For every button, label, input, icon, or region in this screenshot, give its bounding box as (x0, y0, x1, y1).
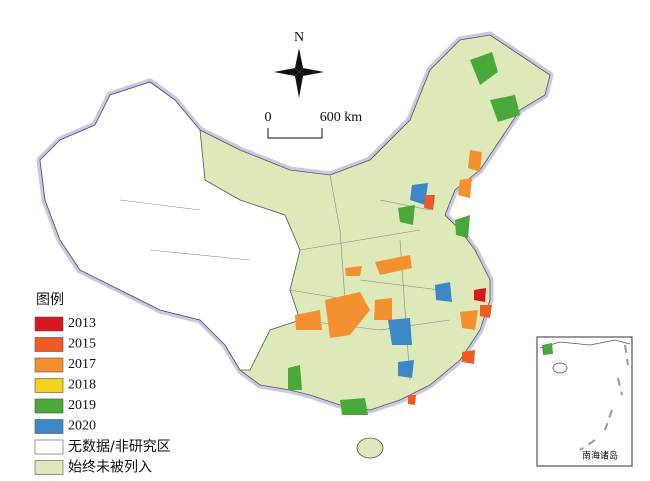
legend-label: 2019 (68, 398, 96, 413)
hainan (356, 437, 384, 459)
unit (435, 282, 452, 302)
province-borders (119, 174, 451, 381)
unit (410, 183, 428, 205)
unit (480, 305, 492, 318)
unit (374, 298, 392, 320)
region-no-data (39, 81, 301, 371)
unit (458, 178, 472, 198)
unit (398, 205, 415, 225)
legend-label: 无数据/非研究区 (68, 439, 171, 455)
legend-title: 图例 (36, 292, 64, 308)
legend-label: 2013 (68, 316, 96, 331)
unit (340, 398, 368, 415)
legend-swatch (34, 316, 64, 332)
compass-label: N (294, 30, 304, 45)
inset-frame (536, 336, 633, 467)
legend-swatch (34, 439, 64, 455)
unit (462, 350, 475, 364)
legend-swatch (34, 398, 64, 414)
legend-label: 2020 (68, 419, 96, 434)
inset-coast (539, 339, 631, 349)
unit (388, 318, 412, 345)
inset-island (552, 362, 568, 374)
unit (468, 150, 482, 172)
unit (460, 310, 478, 330)
unit (474, 288, 486, 302)
scale-bar (267, 128, 323, 139)
unit (490, 95, 520, 122)
inset-unit (542, 343, 553, 355)
legend-label: 2018 (68, 378, 96, 393)
unit (295, 310, 322, 330)
unit (325, 292, 370, 338)
compass (274, 48, 324, 98)
unit (375, 255, 412, 275)
legend-swatch (34, 419, 64, 434)
unit (288, 365, 302, 390)
legend-swatch (34, 378, 64, 393)
unit (398, 360, 414, 378)
unit (470, 52, 498, 85)
legend-swatch (34, 357, 64, 373)
scale-end: 600 km (320, 110, 363, 125)
unit (424, 195, 435, 210)
unit (455, 215, 470, 238)
legend-swatch (34, 337, 64, 352)
unit (408, 395, 416, 405)
legend-label: 2015 (68, 337, 96, 352)
inset-label: 南海诸岛 (582, 450, 618, 462)
legend-label: 始终未被列入 (68, 460, 152, 476)
scale-start: 0 (265, 110, 272, 125)
legend-swatch (34, 460, 64, 475)
legend-label: 2017 (68, 357, 96, 372)
unit (345, 266, 362, 276)
